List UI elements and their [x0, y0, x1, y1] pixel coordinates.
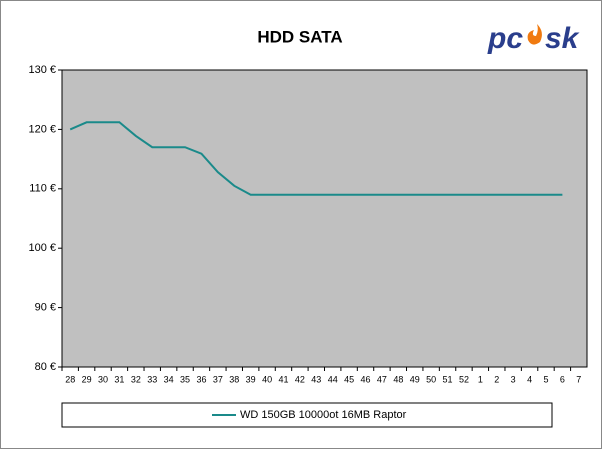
y-tick-label: 120 € — [28, 123, 56, 135]
x-tick-label: 48 — [393, 374, 403, 384]
x-tick-label: 42 — [295, 374, 305, 384]
x-tick-label: 40 — [262, 374, 272, 384]
x-tick-label: 3 — [511, 374, 516, 384]
y-tick-label: 90 € — [35, 302, 56, 314]
x-tick-label: 2 — [494, 374, 499, 384]
x-tick-label: 41 — [278, 374, 288, 384]
x-tick-label: 36 — [196, 374, 206, 384]
y-tick-label: 110 € — [29, 183, 56, 195]
chart-title: HDD SATA — [257, 27, 342, 46]
plot-area — [61, 69, 588, 368]
legend — [61, 402, 553, 428]
x-tick-label: 30 — [98, 374, 108, 384]
y-tick-label: 130 € — [28, 64, 56, 76]
x-tick-label: 49 — [410, 374, 420, 384]
x-tick-label: 35 — [180, 374, 190, 384]
x-tick-label: 29 — [82, 374, 92, 384]
series-line — [69, 121, 563, 196]
logo-right: sk — [545, 22, 580, 55]
x-tick-label: 28 — [65, 374, 75, 384]
x-tick-label: 43 — [311, 374, 321, 384]
x-tick-label: 38 — [229, 374, 239, 384]
x-tick-label: 52 — [459, 374, 469, 384]
x-tick-label: 50 — [426, 374, 436, 384]
legend-label: WD 150GB 10000ot 16MB Raptor — [240, 409, 407, 421]
x-tick-label: 34 — [164, 374, 174, 384]
x-tick-label: 45 — [344, 374, 354, 384]
x-tick-label: 32 — [131, 374, 141, 384]
x-tick-label: 44 — [328, 374, 338, 384]
y-tick-label: 100 € — [28, 242, 56, 254]
x-tick-label: 31 — [114, 374, 124, 384]
x-tick-label: 39 — [246, 374, 256, 384]
x-tick-label: 7 — [576, 374, 581, 384]
logo-flame — [527, 24, 542, 45]
x-tick-label: 47 — [377, 374, 387, 384]
x-tick-label: 5 — [543, 374, 548, 384]
y-tick-label: 80 € — [35, 361, 56, 373]
x-tick-label: 1 — [478, 374, 483, 384]
x-tick-label: 51 — [443, 374, 453, 384]
x-tick-label: 4 — [527, 374, 532, 384]
logo-left: pc — [487, 22, 523, 55]
x-tick-label: 6 — [560, 374, 565, 384]
x-tick-label: 33 — [147, 374, 157, 384]
x-tick-label: 37 — [213, 374, 223, 384]
x-tick-label: 46 — [361, 374, 371, 384]
